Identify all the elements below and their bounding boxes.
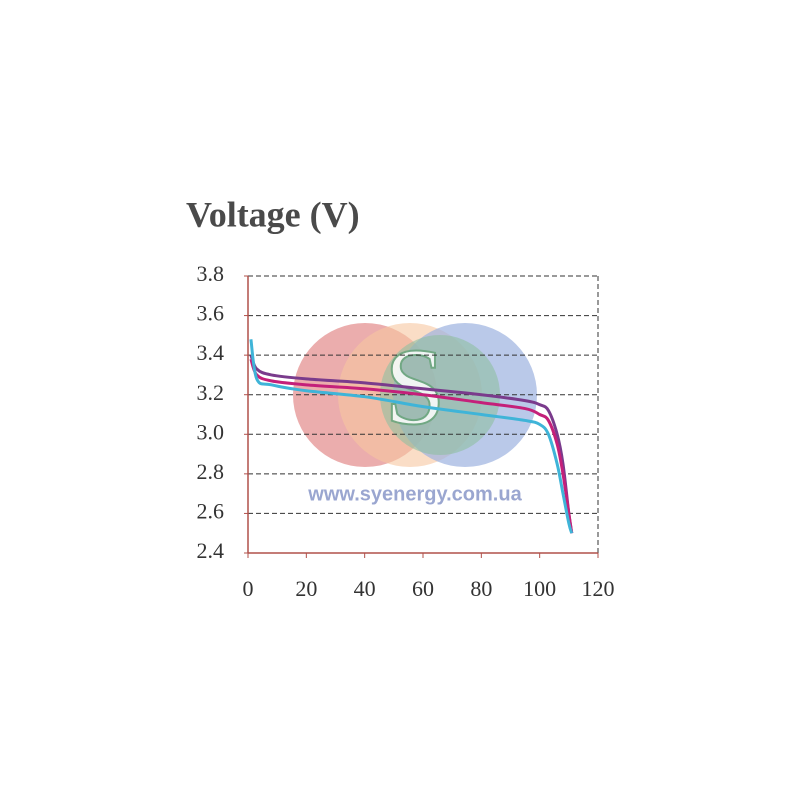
y-tick-label: 3.6 [197,301,225,326]
y-tick-label: 3.8 [197,261,225,286]
y-tick-label: 3.2 [197,380,225,405]
x-tick-label: 80 [470,576,492,601]
series-line [249,354,574,534]
series-line [249,358,574,534]
y-tick-label: 2.4 [197,538,225,563]
y-tick-label: 2.8 [197,459,225,484]
x-tick-label: 100 [523,576,556,601]
x-tick-label: 40 [354,576,376,601]
x-tick-label: 0 [243,576,254,601]
x-tick-label: 120 [582,576,615,601]
y-tick-label: 2.6 [197,498,225,523]
x-tick-label: 20 [295,576,317,601]
y-tick-label: 3.0 [197,419,225,444]
series-line [249,339,574,534]
x-tick-label: 60 [412,576,434,601]
y-tick-label: 3.4 [197,340,225,365]
watermark-text: www.syenergy.com.ua [307,483,522,505]
chart-title: Voltage (V) [186,194,360,234]
